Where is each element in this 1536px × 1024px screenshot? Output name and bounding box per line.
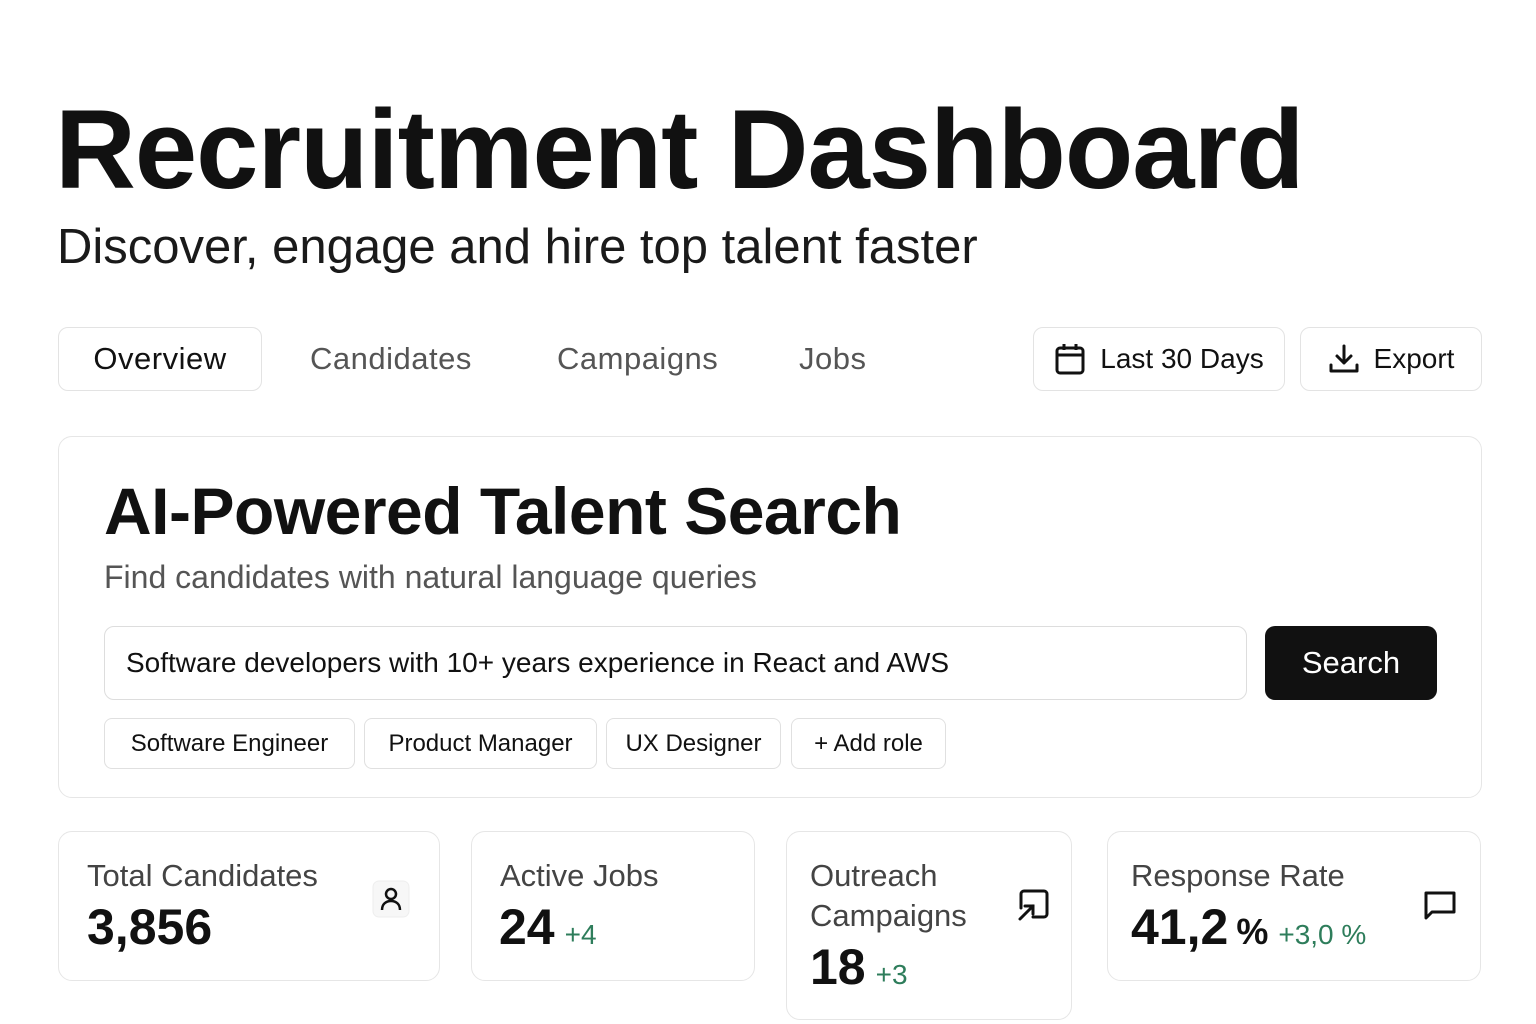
stat-delta: +3,0 % [1278,919,1367,950]
search-subtitle: Find candidates with natural language qu… [104,559,757,595]
stat-unit: % [1236,911,1269,952]
export-label: Export [1373,343,1455,374]
date-range-button[interactable]: Last 30 Days [1033,327,1285,391]
stat-value: 18 [810,939,866,995]
calendar-icon [1055,344,1085,375]
role-chip-software-engineer[interactable]: Software Engineer [104,718,355,769]
user-icon [372,880,410,918]
stat-card-active-jobs: Active Jobs 24 +4 [471,831,755,981]
page-subtitle: Discover, engage and hire top talent fas… [57,220,978,274]
stat-delta: +4 [564,919,597,950]
talent-search-card: AI-Powered Talent Search Find candidates… [58,436,1482,798]
add-role-button[interactable]: + Add role [791,718,946,769]
date-range-label: Last 30 Days [1100,343,1264,374]
message-icon [1424,891,1456,920]
stat-value: 24 [499,899,555,955]
search-input[interactable] [104,626,1247,700]
search-heading: AI-Powered Talent Search [104,474,902,548]
stat-label: Active Jobs [500,858,659,893]
stat-label: Response Rate [1131,858,1345,893]
role-chip-ux-designer[interactable]: UX Designer [606,718,781,769]
tab-candidates[interactable]: Candidates [310,341,472,376]
stat-card-outreach-campaigns: Outreach Campaigns 18 +3 [786,831,1072,1020]
stat-delta: +3 [875,959,908,990]
tab-jobs[interactable]: Jobs [799,341,867,376]
stat-card-total-candidates: Total Candidates 3,856 [58,831,440,981]
tab-overview[interactable]: Overview [58,327,262,391]
stat-label: Outreach Campaigns [810,858,967,933]
stat-label: Total Candidates [87,858,318,893]
search-button[interactable]: Search [1265,626,1437,700]
download-icon [1329,344,1359,373]
stat-value: 41,2 [1131,899,1229,955]
role-chip-product-manager[interactable]: Product Manager [364,718,597,769]
stat-value: 3,856 [87,899,213,955]
stat-card-response-rate: Response Rate 41,2% +3,0 % [1107,831,1481,981]
page-title: Recruitment Dashboard [55,87,1305,212]
export-button[interactable]: Export [1300,327,1482,391]
send-icon [1018,889,1049,921]
tab-campaigns[interactable]: Campaigns [557,341,719,376]
